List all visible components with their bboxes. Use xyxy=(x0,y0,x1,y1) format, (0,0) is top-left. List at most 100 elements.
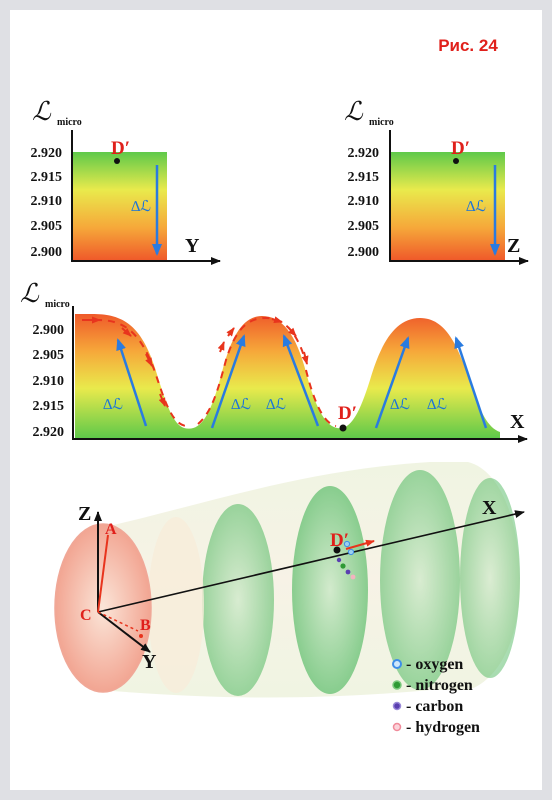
energy-block xyxy=(390,152,505,260)
tick-label: 2.915 xyxy=(33,399,65,414)
carbon-atom xyxy=(345,569,351,575)
energy-ring xyxy=(380,470,460,690)
delta-label: ∆ℒ xyxy=(103,397,123,413)
trajectory-path xyxy=(82,319,187,427)
point-d-prime-label: D′ xyxy=(338,403,357,424)
point-d-prime xyxy=(114,158,120,164)
y-axis-subscript: micro xyxy=(57,117,82,128)
delta-label: ∆ℒ xyxy=(466,199,486,215)
tick-label: 2.905 xyxy=(348,219,380,234)
trajectory-path xyxy=(305,369,337,427)
y-axis-symbol: ℒ xyxy=(344,97,364,127)
legend-label: - hydrogen xyxy=(406,719,480,736)
top-left-panel: ℒ micro 2.920 2.915 2.910 2.905 2.900 Y … xyxy=(31,97,221,265)
legend: - oxygen - nitrogen - carbon - hydrogen xyxy=(392,656,480,736)
tick-label: 2.910 xyxy=(33,374,65,389)
nitrogen-marker xyxy=(392,680,402,690)
tick-label: 2.920 xyxy=(31,146,63,161)
tick-label: 2.915 xyxy=(348,170,380,185)
tick-label: 2.905 xyxy=(31,219,63,234)
y-axis-line xyxy=(97,611,151,653)
tick-label: 2.900 xyxy=(33,323,65,338)
point-d-prime-label: D′ xyxy=(330,530,349,551)
energy-ring xyxy=(292,486,368,694)
y-axis-subscript: micro xyxy=(369,117,394,128)
point-c-label: C xyxy=(80,607,92,624)
delta-label: ∆ℒ xyxy=(231,397,251,413)
top-right-panel: ℒ micro 2.920 2.915 2.910 2.905 2.900 Z … xyxy=(344,97,529,265)
point-d-prime xyxy=(453,158,459,164)
ca-segment xyxy=(97,534,109,613)
y-axis-name: Y xyxy=(142,651,157,673)
delta-arrow xyxy=(210,334,246,429)
legend-label: - nitrogen xyxy=(406,677,473,694)
oxygen-atom xyxy=(347,548,355,556)
oxygen-marker xyxy=(392,659,402,669)
trajectory-arrow xyxy=(287,326,297,337)
tick-label: 2.900 xyxy=(31,245,63,260)
legend-item-carbon: - carbon xyxy=(392,698,463,715)
nitrogen-atom xyxy=(340,563,346,569)
oxygen-atom xyxy=(343,540,351,548)
delta-label: ∆ℒ xyxy=(131,199,151,215)
tick-label: 2.920 xyxy=(348,146,380,161)
energy-ring xyxy=(460,478,520,678)
x-axis-line xyxy=(97,510,525,613)
delta-arrow xyxy=(116,338,148,427)
y-axis-symbol: ℒ xyxy=(32,97,52,127)
point-d-prime-label: D′ xyxy=(451,138,470,159)
cylinder-illustration: Z X Y A C B D′ xyxy=(54,462,525,698)
motion-arrow xyxy=(345,539,375,550)
trajectory-arrow xyxy=(121,327,132,337)
delta-arrow xyxy=(374,336,410,429)
delta-label: ∆ℒ xyxy=(266,397,286,413)
trajectory-arrow xyxy=(217,341,225,353)
legend-item-oxygen: - oxygen xyxy=(392,656,463,673)
point-d-prime-label: D′ xyxy=(111,138,130,159)
legend-item-nitrogen: - nitrogen xyxy=(392,677,473,694)
point-d-prime xyxy=(333,546,341,554)
energy-ring xyxy=(202,504,274,696)
legend-label: - carbon xyxy=(406,698,463,715)
delta-arrow xyxy=(454,336,488,429)
x-axis-name: X xyxy=(482,497,497,519)
trajectory-path xyxy=(197,316,305,425)
point-b-label: B xyxy=(140,617,151,634)
carbon-marker xyxy=(392,701,402,711)
x-axis-name: Z xyxy=(507,235,520,257)
z-axis-name: Z xyxy=(78,503,91,525)
tick-label: 2.905 xyxy=(33,348,65,363)
energy-ring xyxy=(148,517,204,693)
tick-label: 2.910 xyxy=(348,194,380,209)
tick-label: 2.900 xyxy=(348,245,380,260)
hydrogen-marker xyxy=(392,722,402,732)
y-axis-subscript: micro xyxy=(45,299,70,310)
y-axis-symbol: ℒ xyxy=(20,279,40,309)
delta-label: ∆ℒ xyxy=(390,397,410,413)
trajectory-arrow xyxy=(226,327,235,337)
legend-label: - oxygen xyxy=(406,656,463,673)
tick-label: 2.920 xyxy=(33,425,65,440)
hydrogen-atom xyxy=(350,574,356,580)
delta-label: ∆ℒ xyxy=(427,397,447,413)
trajectory-arrow xyxy=(158,393,166,407)
carbon-atom xyxy=(336,557,342,563)
point-b xyxy=(139,634,143,638)
point-a-label: A xyxy=(105,521,117,538)
x-axis-name: X xyxy=(510,411,525,433)
wave-panel: ℒ micro 2.900 2.905 2.910 2.915 2.920 X … xyxy=(20,279,528,443)
tick-label: 2.915 xyxy=(31,170,63,185)
trajectory-arrow xyxy=(145,353,153,367)
figure-label: Рис. 24 xyxy=(438,36,498,55)
x-axis-name: Y xyxy=(185,235,200,257)
delta-arrow xyxy=(282,334,320,427)
tube-end-cap xyxy=(54,523,152,693)
tick-label: 2.910 xyxy=(31,194,63,209)
cb-segment xyxy=(97,611,139,632)
legend-item-hydrogen: - hydrogen xyxy=(392,719,480,736)
point-d-prime xyxy=(339,424,347,432)
energy-block xyxy=(72,152,167,260)
trajectory-arrow xyxy=(271,316,283,324)
